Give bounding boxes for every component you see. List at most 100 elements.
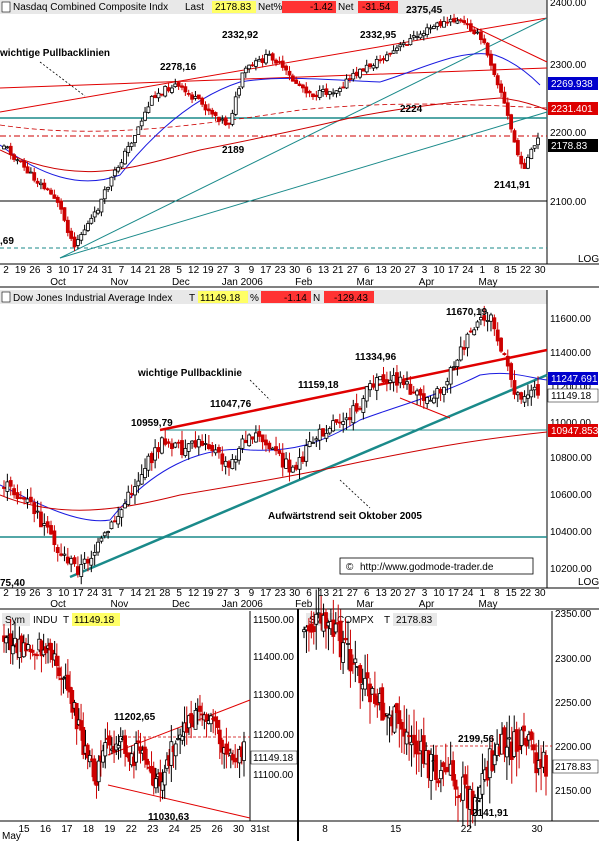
nasdaq-candle <box>512 128 517 143</box>
dow-annot-pullback: wichtige Pullbacklinie <box>137 368 242 379</box>
nasdaq-candle <box>102 186 107 204</box>
compx-candle <box>358 663 363 709</box>
indu-ytick-3: 11200.00 <box>253 730 294 741</box>
dow-xtick: 14 <box>130 588 142 599</box>
nasdaq-month-xtick: Apr <box>419 277 435 288</box>
indu-candle <box>189 700 194 739</box>
indu-annot-high: 11202,65 <box>114 712 156 723</box>
dow-candle <box>240 434 245 454</box>
nasdaq-candle <box>495 73 500 89</box>
dow-candle <box>15 484 20 505</box>
dow-candle <box>123 498 127 509</box>
compx-sym-label: Sym <box>309 615 329 626</box>
dow-candle <box>324 424 329 443</box>
nasdaq-xtick: 1 <box>479 265 485 276</box>
indu-ytick-4: 11100.00 <box>253 770 294 781</box>
indu-candle <box>134 731 139 771</box>
compx-candle <box>531 732 536 764</box>
nasdaq-candle <box>237 86 241 99</box>
nasdaq-candle <box>364 59 369 74</box>
nasdaq-xtick: 27 <box>217 265 229 276</box>
compx-candle <box>524 735 529 756</box>
dow-tag-upper: 11247.691 <box>551 374 598 385</box>
dow-xtick: 17 <box>73 588 85 599</box>
dow-candle <box>505 349 510 372</box>
nasdaq-ma-red <box>0 97 548 173</box>
dow-y-axis: 11600.00 11400.00 11200.00 11000.00 1080… <box>547 314 599 588</box>
compx-t-label: T <box>384 615 390 626</box>
compx-candle <box>453 774 458 806</box>
indu-candle <box>204 712 209 738</box>
dow-annot-h4: 11334,96 <box>355 352 397 363</box>
dow-ytick-1: 11400.00 <box>550 348 591 359</box>
nasdaq-candle <box>62 207 67 223</box>
dow-xtick: 17 <box>260 588 272 599</box>
nasdaq-candle <box>45 187 50 191</box>
nasdaq-candle <box>183 83 188 96</box>
indu-candle <box>107 730 112 756</box>
nasdaq-candle <box>284 64 289 76</box>
dow-xtick: 12 <box>188 588 200 599</box>
dow-candle <box>341 412 346 433</box>
dow-ytick-3: 11000.00 <box>550 418 591 429</box>
nasdaq-xtick: 9 <box>249 265 255 276</box>
dow-xtick: 20 <box>390 588 402 599</box>
compx-candle <box>341 630 346 675</box>
nasdaq-xtick: 31 <box>101 265 113 276</box>
dow-header: Dow Jones Industrial Average Index T 111… <box>1 291 374 304</box>
compx-candle <box>370 686 375 695</box>
nasdaq-candle <box>526 154 530 170</box>
indu-xtick: 30 <box>233 824 245 835</box>
indu-xtick: 25 <box>190 824 202 835</box>
indu-candle <box>57 655 61 681</box>
dow-candle <box>311 436 315 444</box>
compx-ytick-2: 2250.00 <box>555 698 592 709</box>
nasdaq-candle <box>126 141 131 157</box>
dow-t-label: T <box>189 293 195 304</box>
nasdaq-candle <box>86 220 90 233</box>
nasdaq-ytick-1: 2300.00 <box>550 60 587 71</box>
nasdaq-tag-upper: 2269.938 <box>551 79 593 90</box>
indu-candle <box>79 703 83 741</box>
nasdaq-month-xtick: Oct <box>50 277 66 288</box>
dow-candle <box>321 428 325 437</box>
dow-ma-blue <box>0 372 548 522</box>
nasdaq-candle <box>82 224 87 236</box>
dow-candle <box>455 358 460 376</box>
dow-candle <box>472 327 477 336</box>
nasdaq-candle <box>139 118 144 131</box>
indu-candle <box>176 728 180 741</box>
dow-candle <box>297 448 302 480</box>
nasdaq-candle <box>374 55 379 70</box>
nasdaq-candle <box>240 72 245 89</box>
dow-candle <box>452 361 456 371</box>
compx-candle <box>416 729 421 773</box>
dow-xtick: 2 <box>3 588 9 599</box>
compx-candle <box>517 727 522 769</box>
nasdaq-net-value: -31.54 <box>362 2 391 13</box>
dow-candle <box>304 439 309 467</box>
indu-xtick: 15 <box>18 824 30 835</box>
nasdaq-month-xtick: Dec <box>172 277 190 288</box>
nasdaq-xtick: 26 <box>29 265 41 276</box>
nasdaq-candle <box>408 34 413 46</box>
dow-xtick: 23 <box>275 588 287 599</box>
dow-xtick: 24 <box>462 588 474 599</box>
indu-xtick: 26 <box>212 824 224 835</box>
compx-candle <box>343 618 348 644</box>
compx-xtick: 22 <box>461 824 473 835</box>
nasdaq-candle <box>92 206 97 223</box>
nasdaq-candle <box>492 63 497 77</box>
dow-candle <box>79 554 84 585</box>
copyright-url[interactable]: http://www.godmode-trader.de <box>360 562 494 573</box>
nasdaq-candle <box>176 81 181 90</box>
dow-annot-h3: 11159,18 <box>298 380 339 391</box>
dow-candle <box>522 390 527 408</box>
dow-candle <box>307 431 312 448</box>
nasdaq-xtick: 3 <box>422 265 428 276</box>
compx-candle <box>314 589 319 650</box>
dow-candle <box>495 322 500 346</box>
dow-candle <box>39 501 43 528</box>
indu-candle <box>101 744 105 768</box>
nasdaq-candle <box>69 227 74 242</box>
